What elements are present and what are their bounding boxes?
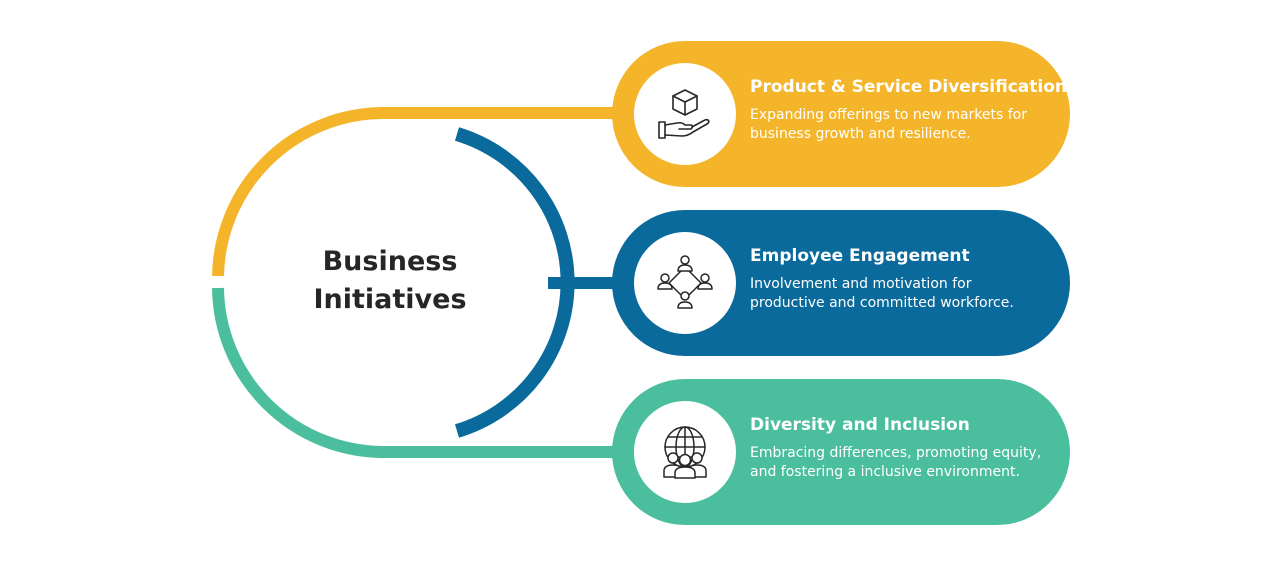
- initiative-card-employee-engagement: Employee Engagement Involvement and moti…: [612, 210, 1070, 356]
- initiative-text: Product & Service Diversification Expand…: [750, 77, 1068, 144]
- initiative-title: Employee Engagement: [750, 246, 970, 266]
- center-title: Business Initiatives: [290, 243, 490, 319]
- description-line: Involvement and motivation for: [750, 276, 972, 292]
- description-line: productive and committed workforce.: [750, 295, 1014, 311]
- initiative-text: Employee Engagement Involvement and moti…: [750, 246, 1050, 313]
- center-title-line1: Business: [322, 246, 458, 277]
- box-in-hand-icon: [658, 89, 710, 139]
- yellow-connector-arc: [212, 107, 620, 277]
- initiative-card-diversity-inclusion: Diversity and Inclusion Embracing differ…: [612, 379, 1070, 525]
- initiative-title: Diversity and Inclusion: [750, 415, 970, 435]
- icon-circle: [634, 401, 736, 503]
- green-connector-arc: [212, 287, 620, 458]
- description-line: and fostering a inclusive environment.: [750, 464, 1020, 480]
- initiative-card-product-diversification: Product & Service Diversification Expand…: [612, 41, 1070, 187]
- description-line: Embracing differences, promoting equity,: [750, 445, 1042, 461]
- initiative-description: Embracing differences, promoting equity,…: [750, 444, 1050, 482]
- icon-circle: [634, 63, 736, 165]
- globe-people-icon: [663, 426, 707, 479]
- description-line: business growth and resilience.: [750, 126, 971, 142]
- center-title-line2: Initiatives: [313, 284, 467, 315]
- icon-circle: [634, 232, 736, 334]
- initiative-description: Involvement and motivation for productiv…: [750, 275, 1050, 313]
- description-line: Expanding offerings to new markets for: [750, 107, 1027, 123]
- team-network-icon: [657, 255, 713, 309]
- initiative-title: Product & Service Diversification: [750, 77, 1068, 97]
- initiative-text: Diversity and Inclusion Embracing differ…: [750, 415, 1050, 482]
- initiative-description: Expanding offerings to new markets for b…: [750, 106, 1050, 144]
